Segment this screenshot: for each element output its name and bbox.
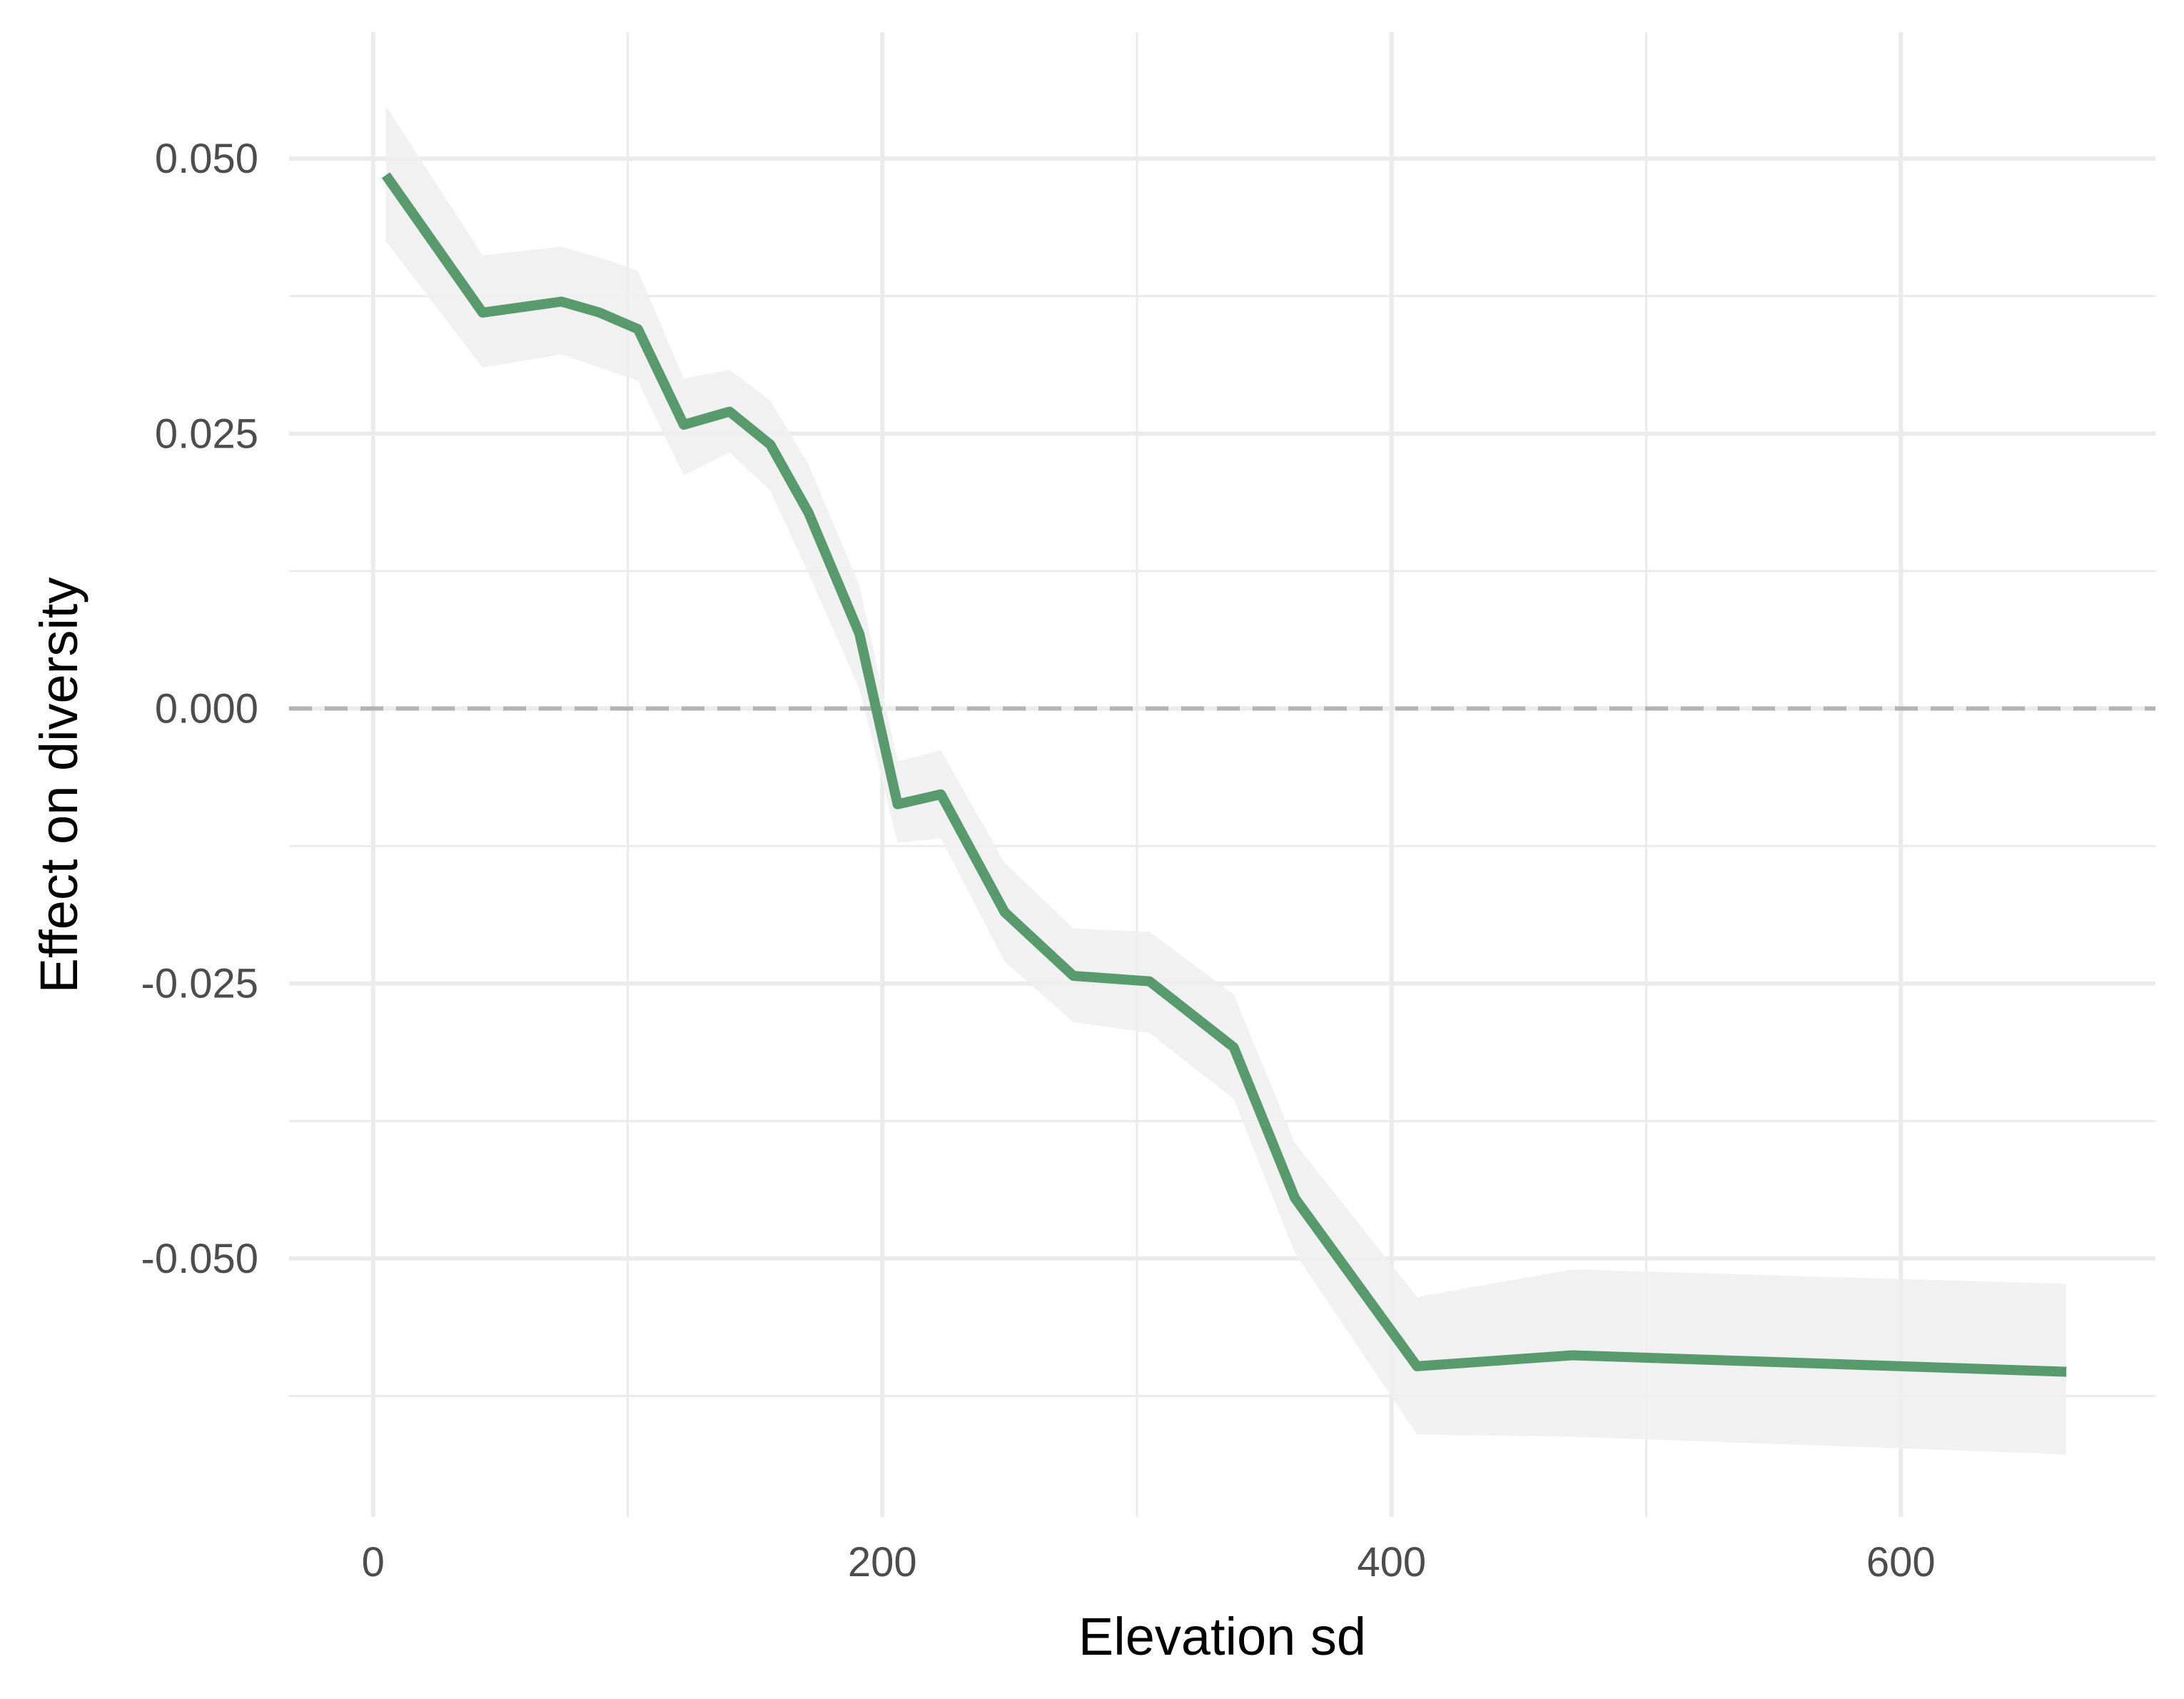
y-tick-labels: -0.050 -0.025 0.000 0.025 0.050 xyxy=(141,136,258,1282)
x-tick-label-2: 400 xyxy=(1357,1539,1426,1585)
y-axis-title: Effect on diversity xyxy=(29,578,89,994)
x-axis-title: Elevation sd xyxy=(1078,1607,1366,1666)
x-tick-label-1: 200 xyxy=(848,1539,917,1585)
x-tick-label-0: 0 xyxy=(362,1539,385,1585)
confidence-ribbon xyxy=(385,106,2067,1455)
x-tick-label-3: 600 xyxy=(1866,1539,1936,1585)
x-tick-labels: 0 200 400 600 xyxy=(362,1539,1936,1585)
y-tick-label-3: 0.025 xyxy=(155,410,258,457)
y-tick-label-0: -0.050 xyxy=(141,1236,258,1282)
y-tick-label-4: 0.050 xyxy=(155,136,258,182)
y-tick-label-2: 0.000 xyxy=(155,686,258,732)
y-tick-label-1: -0.025 xyxy=(141,961,258,1007)
effect-line xyxy=(381,172,2067,1377)
